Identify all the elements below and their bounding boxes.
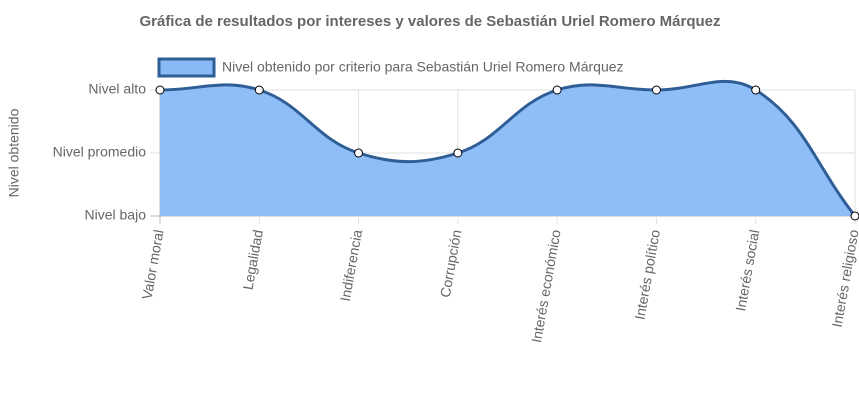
point xyxy=(155,85,165,95)
point xyxy=(751,85,761,95)
x-tick-label: Interés político xyxy=(631,228,663,321)
area xyxy=(160,81,855,216)
chart-title: Gráfica de resultados por intereses y va… xyxy=(139,13,720,30)
point xyxy=(552,85,562,95)
point xyxy=(850,211,859,221)
x-tick-label: Indiferencia xyxy=(337,228,365,302)
y-axis-title: Nivel obtenido xyxy=(6,108,22,197)
point xyxy=(651,85,661,95)
x-tick-label: Interés religioso xyxy=(829,228,859,328)
y-tick-label: Nivel promedio xyxy=(53,144,147,160)
x-tick-label: Interés social xyxy=(732,228,762,312)
x-tick-label: Valor moral xyxy=(139,228,167,300)
point xyxy=(453,148,463,158)
x-tick-label: Legalidad xyxy=(240,228,266,291)
y-tick-label: Nivel bajo xyxy=(85,207,147,223)
y-tick-label: Nivel alto xyxy=(88,81,146,97)
legend-swatch xyxy=(157,57,216,78)
x-tick-label: Interés económico xyxy=(528,228,564,344)
legend-label: Nivel obtenido por criterio para Sebasti… xyxy=(222,59,624,75)
point xyxy=(254,85,264,95)
x-tick-label: Corrupción xyxy=(437,228,465,298)
point xyxy=(354,148,364,158)
